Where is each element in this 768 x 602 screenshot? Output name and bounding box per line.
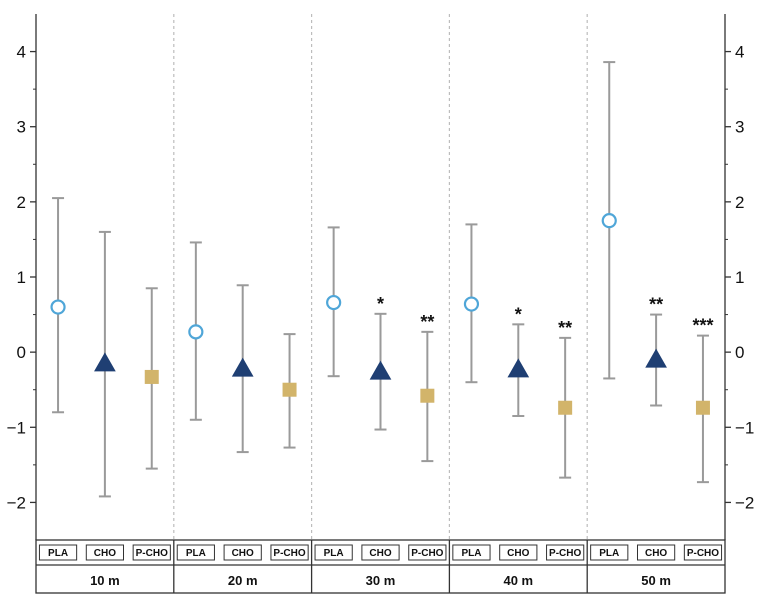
data-point-cho — [94, 352, 116, 372]
data-point-pla — [188, 324, 204, 340]
group-label: 50 m — [641, 573, 671, 588]
category-label: PLA — [48, 548, 68, 559]
category-label: P-CHO — [136, 548, 168, 559]
category-cell — [361, 544, 400, 561]
y-tick-label-left: −2 — [7, 493, 26, 512]
category-cell — [223, 544, 262, 561]
category-label: CHO — [645, 548, 667, 559]
category-label: P-CHO — [273, 548, 305, 559]
y-tick-label-right: 4 — [735, 43, 744, 62]
category-label: CHO — [232, 548, 254, 559]
category-cell — [636, 544, 676, 561]
category-table — [35, 539, 726, 594]
category-label: P-CHO — [411, 548, 443, 559]
group-label: 20 m — [228, 573, 258, 588]
significance-label: ** — [420, 312, 434, 332]
category-cell — [132, 544, 171, 561]
significance-label: ** — [558, 318, 572, 338]
data-point-pla — [326, 294, 342, 311]
category-label: PLA — [324, 548, 344, 559]
category-cell — [546, 544, 585, 561]
category-label: P-CHO — [687, 548, 719, 559]
y-tick-label-right: 0 — [735, 343, 744, 362]
category-cell — [270, 544, 309, 561]
data-point-cho — [231, 357, 254, 377]
category-label: CHO — [369, 548, 391, 559]
data-point-cho — [369, 360, 392, 380]
data-point-cho — [645, 348, 667, 368]
y-tick-label-left: 2 — [17, 193, 26, 212]
group-label: 40 m — [503, 573, 533, 588]
y-tick-label-left: 1 — [17, 268, 26, 287]
category-label: PLA — [599, 548, 619, 559]
category-label: CHO — [507, 548, 529, 559]
y-tick-label-right: 3 — [735, 118, 744, 137]
category-cell — [85, 544, 125, 561]
data-point-p-cho — [144, 369, 159, 384]
category-cell — [176, 544, 215, 561]
data-point-pla — [50, 299, 66, 315]
data-point-p-cho — [420, 388, 435, 403]
significance-label: ** — [649, 295, 663, 315]
y-tick-label-right: −2 — [735, 493, 754, 512]
data-point-p-cho — [282, 382, 297, 397]
y-tick-label-left: 4 — [17, 43, 26, 62]
category-cell — [38, 544, 78, 561]
data-point-pla — [601, 213, 617, 229]
category-cell — [314, 544, 353, 561]
group-label: 10 m — [90, 573, 120, 588]
y-tick-label-left: −1 — [7, 418, 26, 437]
category-label: P-CHO — [549, 548, 581, 559]
category-cell — [499, 544, 538, 561]
category-label: PLA — [186, 548, 206, 559]
significance-label: * — [515, 304, 522, 324]
category-cell — [590, 544, 629, 561]
significance-label: * — [377, 294, 384, 314]
y-tick-label-right: 1 — [735, 268, 744, 287]
y-tick-label-left: 0 — [17, 343, 26, 362]
category-cell — [683, 544, 723, 561]
group-label: 30 m — [366, 573, 396, 588]
data-point-p-cho — [558, 400, 573, 415]
category-label: CHO — [94, 548, 116, 559]
data-point-pla — [463, 296, 480, 312]
y-tick-label-right: 2 — [735, 193, 744, 212]
y-tick-label-right: −1 — [735, 418, 754, 437]
significance-label: *** — [692, 316, 713, 336]
category-cell — [452, 544, 491, 561]
data-point-cho — [507, 358, 530, 378]
category-label: PLA — [461, 548, 481, 559]
y-tick-label-left: 3 — [17, 118, 26, 137]
category-cell — [408, 544, 447, 561]
data-point-p-cho — [695, 400, 710, 415]
